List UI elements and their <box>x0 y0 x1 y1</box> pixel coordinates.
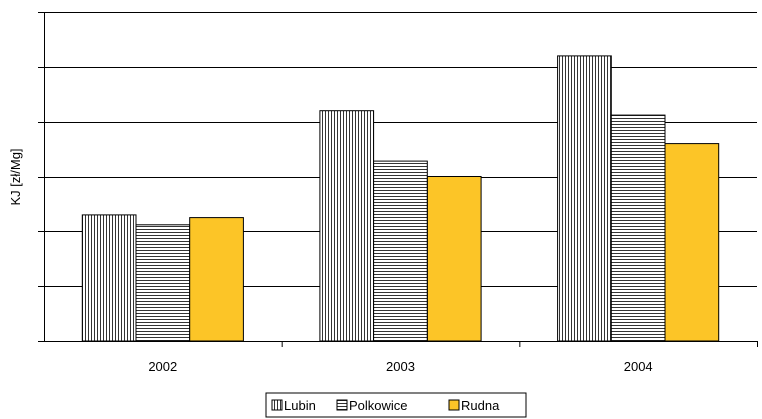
bar-polkowice-2003 <box>373 160 428 342</box>
x-tick-label: 2003 <box>386 359 415 374</box>
bars <box>81 55 720 342</box>
bar-lubin-2004 <box>557 55 612 342</box>
legend-label-polkowice: Polkowice <box>349 398 408 413</box>
legend-swatch-rudna <box>448 399 460 411</box>
bar-rudna-2003 <box>426 176 482 342</box>
y-axis-label: KJ [zł/Mg] <box>8 148 23 205</box>
legend-box <box>265 392 527 418</box>
legend: Lubin Polkowice Rudna <box>265 392 527 418</box>
axes <box>38 12 758 347</box>
bar-polkowice-2002 <box>135 224 191 342</box>
bar-lubin-2002 <box>81 214 137 342</box>
legend-swatch-lubin <box>271 399 283 411</box>
x-tick-label: 2002 <box>148 359 177 374</box>
x-tick-labels: 2002 2003 2004 <box>148 359 652 374</box>
legend-label-rudna: Rudna <box>461 398 500 413</box>
bar-rudna-2002 <box>189 217 244 342</box>
bar-polkowice-2004 <box>610 114 666 342</box>
x-tick-label: 2004 <box>624 359 653 374</box>
legend-label-lubin: Lubin <box>284 398 316 413</box>
bar-lubin-2003 <box>319 110 375 342</box>
bar-rudna-2004 <box>664 143 720 342</box>
legend-swatch-polkowice <box>336 399 348 411</box>
